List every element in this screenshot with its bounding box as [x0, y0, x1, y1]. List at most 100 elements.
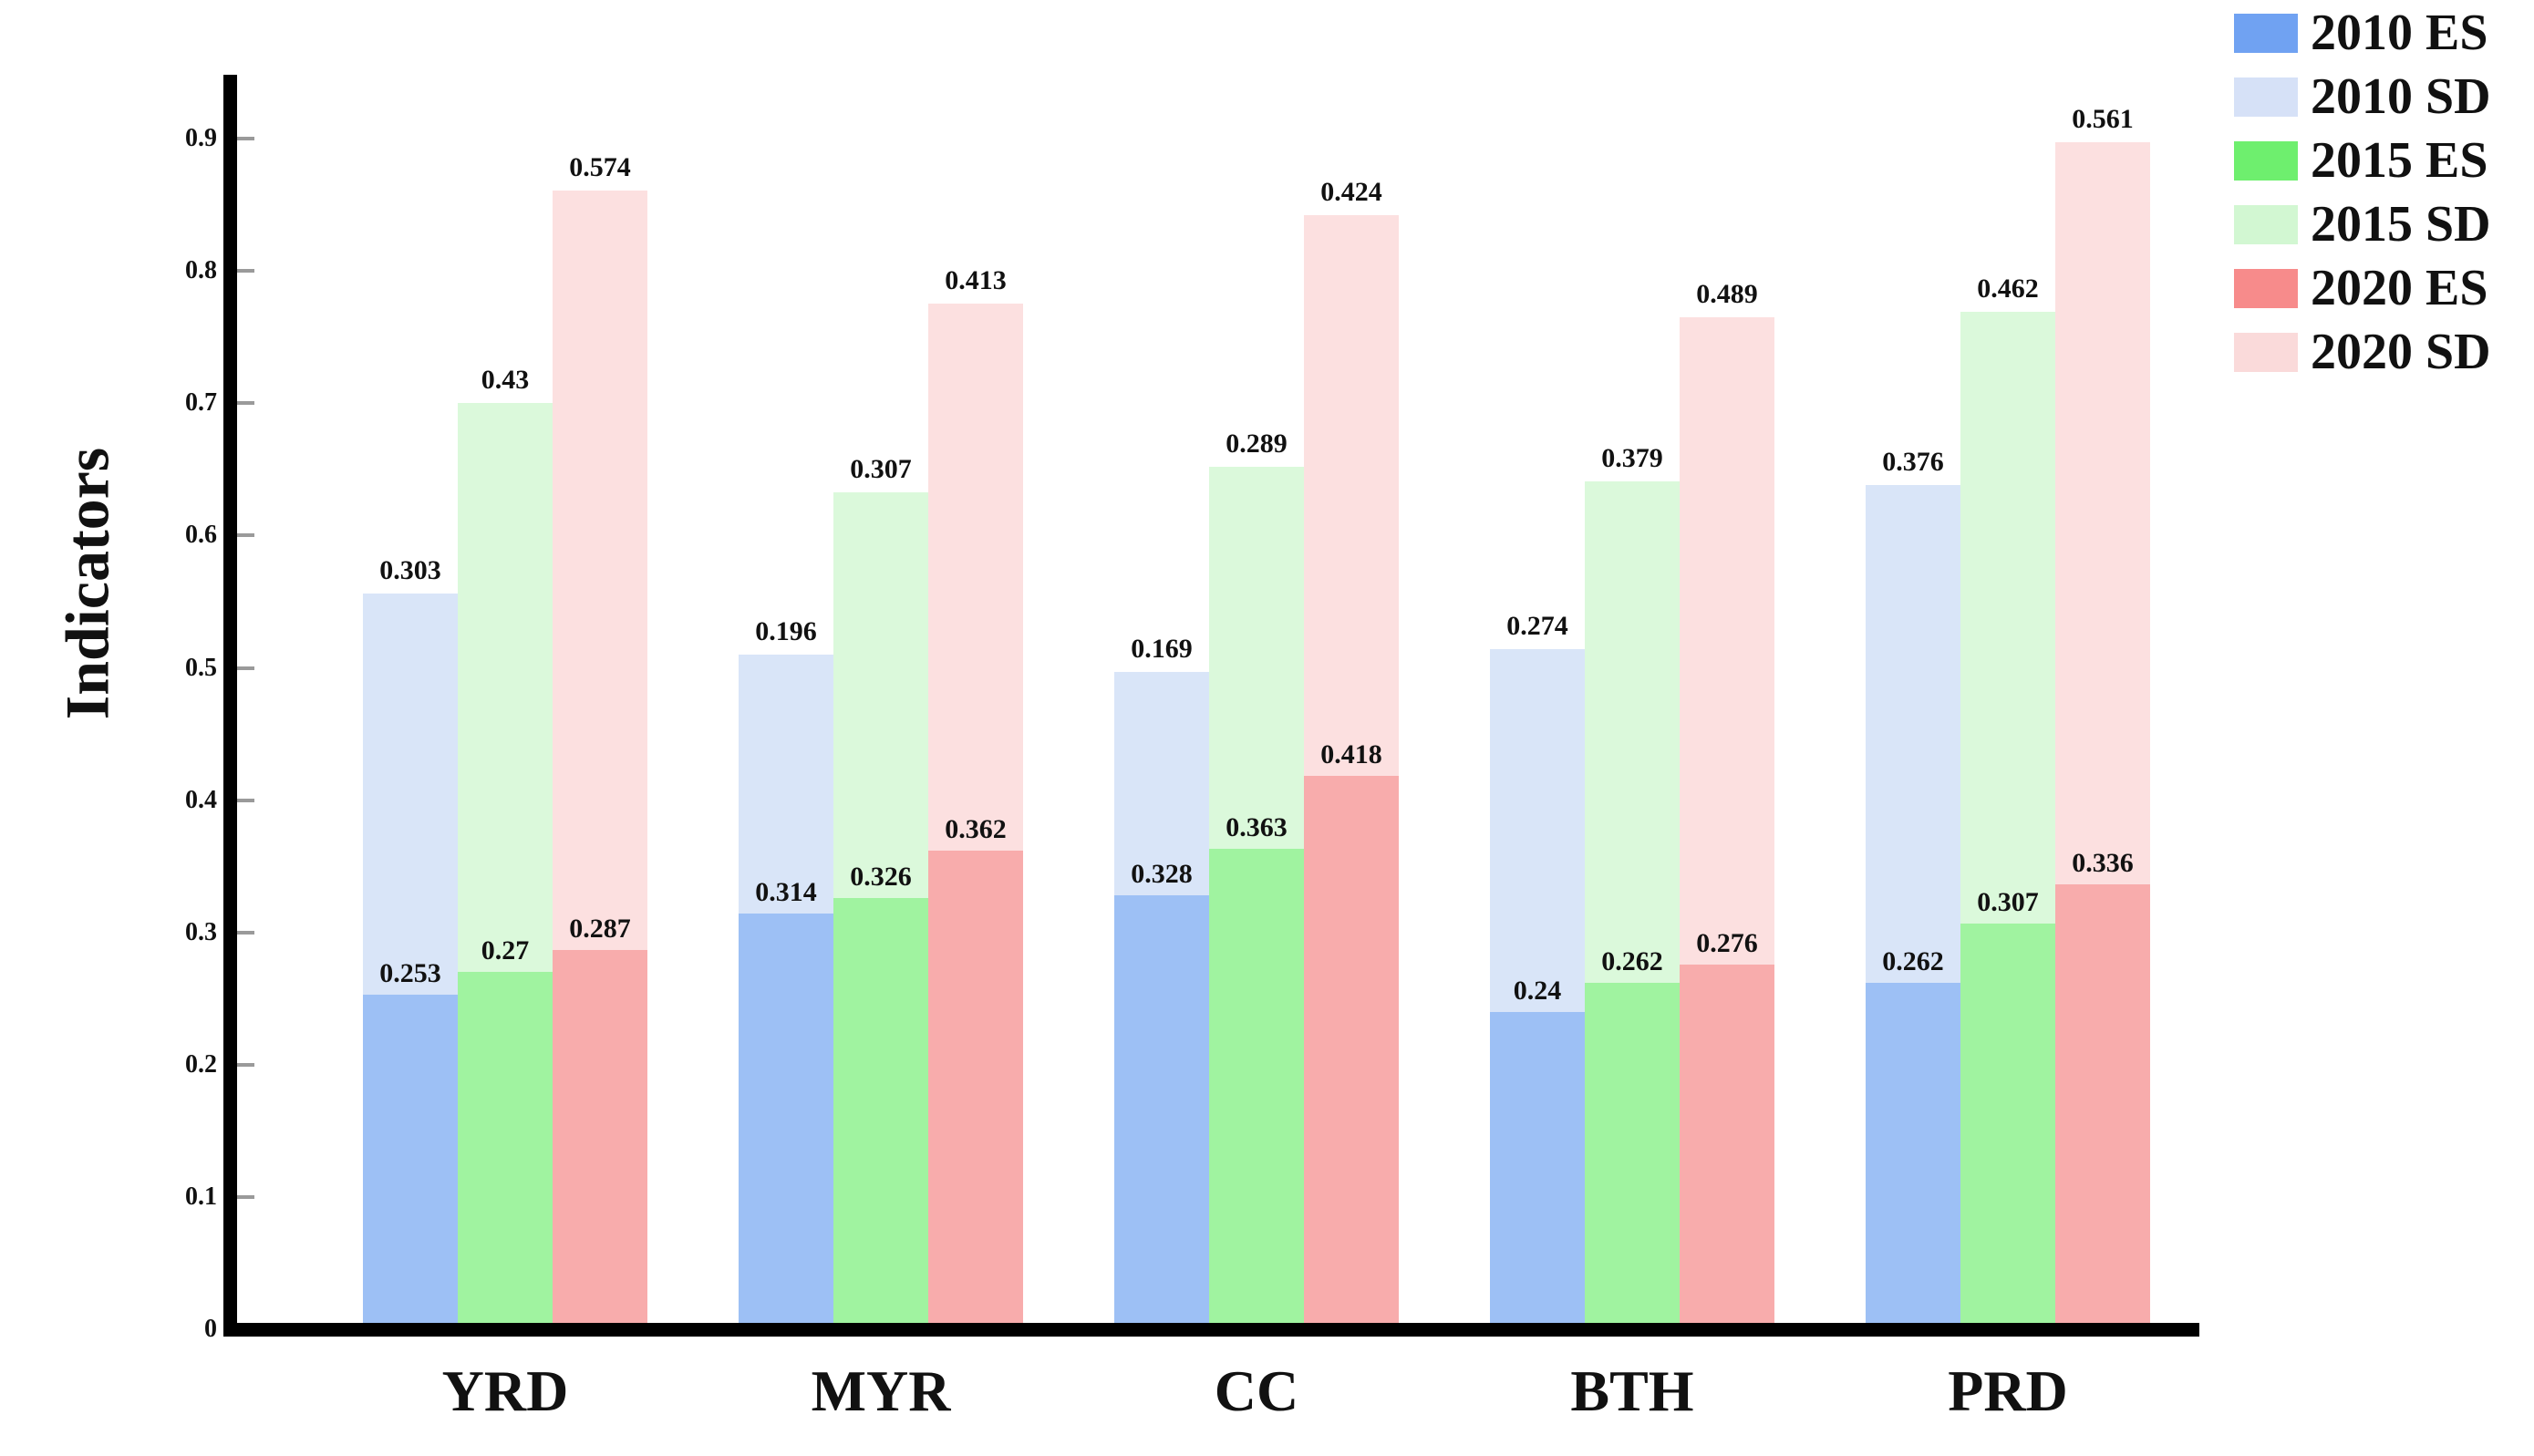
bar-segment-2020-sd	[2055, 142, 2150, 885]
legend-swatch-2010-es	[2234, 14, 2298, 53]
bar-value-label: 0.287	[569, 913, 631, 944]
bar-value-label: 0.276	[1696, 927, 1758, 958]
bar-segment-2010-es	[1114, 895, 1209, 1333]
bar-value-label: 0.561	[2072, 104, 2134, 135]
bar-value-label: 0.336	[2072, 848, 2134, 879]
bar-value-label: 0.289	[1226, 428, 1288, 459]
bar-value-label: 0.328	[1131, 859, 1193, 890]
bar-segment-2010-es	[363, 994, 458, 1333]
bar-segment-2020-es	[1680, 964, 1774, 1333]
legend-item: 2010 SD	[2234, 68, 2491, 125]
y-tick-label: 0.9	[185, 124, 217, 153]
bar-value-label: 0.24	[1513, 975, 1562, 1006]
y-tick-label: 0.8	[185, 256, 217, 285]
bar-segment-2015-sd	[458, 403, 553, 973]
bar-segment-2020-es	[1304, 776, 1399, 1333]
bar-value-label: 0.262	[1601, 945, 1663, 976]
bar-value-label: 0.489	[1696, 278, 1758, 309]
bar-value-label: 0.424	[1320, 177, 1382, 208]
legend-item: 2015 ES	[2234, 132, 2491, 189]
legend-label: 2020 SD	[2311, 324, 2491, 380]
bar-value-label: 0.363	[1226, 812, 1288, 843]
y-tick-mark	[237, 137, 254, 141]
bar-value-label: 0.307	[850, 453, 912, 484]
bar-value-label: 0.462	[1977, 274, 2039, 305]
y-tick-mark	[237, 533, 254, 538]
bar-segment-2015-sd	[833, 491, 928, 898]
bar-value-label: 0.418	[1320, 739, 1382, 770]
legend-label: 2010 SD	[2311, 68, 2491, 125]
bar-segment-2015-sd	[1585, 480, 1680, 983]
bar-value-label: 0.326	[850, 861, 912, 892]
bar-segment-2020-sd	[1680, 316, 1774, 965]
bar-segment-2015-es	[833, 897, 928, 1333]
y-tick-mark	[237, 666, 254, 670]
y-tick-label: 0.1	[185, 1182, 217, 1211]
bar-segment-2010-sd	[1490, 649, 1585, 1012]
y-tick-label: 0.2	[185, 1049, 217, 1079]
legend-swatch-2020-es	[2234, 269, 2298, 308]
bar-value-label: 0.253	[379, 957, 441, 988]
bar-value-label: 0.43	[481, 365, 530, 396]
y-tick-mark	[237, 798, 254, 802]
legend-label: 2015 SD	[2311, 196, 2491, 253]
x-axis-label-bth: BTH	[1570, 1358, 1694, 1423]
y-tick-mark	[237, 1194, 254, 1199]
bar-segment-2015-sd	[1209, 466, 1304, 850]
y-tick-mark	[237, 1062, 254, 1067]
bar-value-label: 0.27	[481, 935, 530, 966]
legend-swatch-2020-sd	[2234, 333, 2298, 372]
bar-segment-2010-es	[1866, 982, 1960, 1333]
bar-segment-2020-sd	[553, 190, 647, 950]
bar-value-label: 0.574	[569, 151, 631, 182]
y-tick-label: 0.7	[185, 388, 217, 418]
bar-value-label: 0.262	[1882, 945, 1944, 976]
bar-segment-2015-sd	[1960, 312, 2055, 924]
bar-segment-2010-es	[1490, 1011, 1585, 1333]
bar-segment-2020-sd	[928, 304, 1023, 851]
bar-value-label: 0.274	[1506, 611, 1568, 642]
legend-swatch-2015-es	[2234, 141, 2298, 181]
bar-value-label: 0.379	[1601, 442, 1663, 473]
bar-segment-2015-es	[1585, 982, 1680, 1333]
legend-item: 2010 ES	[2234, 5, 2491, 61]
legend: 2010 ES 2010 SD 2015 ES 2015 SD 2020 ES 2020 …	[2234, 5, 2491, 380]
bar-segment-2020-es	[928, 850, 1023, 1333]
legend-item: 2020 SD	[2234, 324, 2491, 380]
bar-value-label: 0.413	[945, 265, 1007, 296]
y-tick-label: 0.4	[185, 785, 217, 814]
bar-segment-2015-es	[1209, 849, 1304, 1333]
y-axis-title: Indicators	[52, 447, 122, 720]
y-axis-line	[223, 75, 237, 1337]
bar-segment-2020-es	[553, 949, 647, 1333]
bar-value-label: 0.196	[755, 615, 817, 646]
legend-label: 2015 ES	[2311, 132, 2488, 189]
bar-segment-2015-es	[458, 972, 553, 1333]
legend-label: 2010 ES	[2311, 5, 2488, 61]
bar-value-label: 0.307	[1977, 886, 2039, 917]
legend-swatch-2010-sd	[2234, 77, 2298, 117]
y-tick-label: 0	[204, 1315, 217, 1343]
y-tick-label: 0.5	[185, 653, 217, 682]
legend-label: 2020 ES	[2311, 260, 2488, 316]
y-tick-mark	[237, 401, 254, 406]
bar-value-label: 0.169	[1131, 633, 1193, 664]
bar-segment-2010-sd	[1114, 671, 1209, 896]
x-axis-label-cc: CC	[1214, 1358, 1299, 1423]
x-axis-label-myr: MYR	[811, 1358, 951, 1423]
x-axis-label-prd: PRD	[1948, 1358, 2068, 1423]
y-tick-mark	[237, 269, 254, 274]
bar-segment-2010-sd	[363, 594, 458, 995]
bar-segment-2015-es	[1960, 923, 2055, 1333]
bar-value-label: 0.314	[755, 877, 817, 908]
legend-item: 2015 SD	[2234, 196, 2491, 253]
y-tick-label: 0.3	[185, 917, 217, 946]
y-tick-mark	[237, 930, 254, 935]
bar-segment-2010-sd	[1866, 485, 1960, 983]
bar-segment-2020-sd	[1304, 215, 1399, 777]
legend-swatch-2015-sd	[2234, 205, 2298, 244]
legend-item: 2020 ES	[2234, 260, 2491, 316]
bar-segment-2010-es	[739, 914, 833, 1333]
x-axis-label-yrd: YRD	[441, 1358, 569, 1423]
